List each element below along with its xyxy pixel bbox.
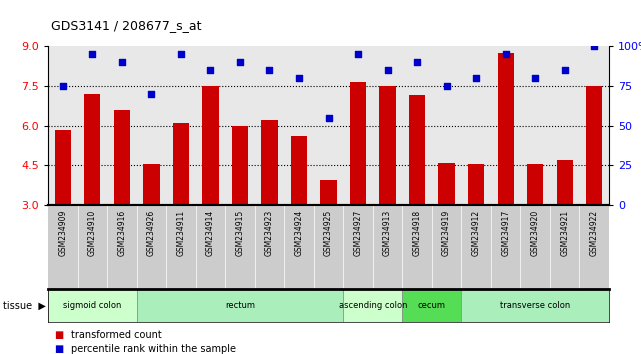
Point <box>471 75 481 81</box>
Bar <box>262 120 278 205</box>
Point <box>146 91 156 97</box>
Text: GSM234917: GSM234917 <box>501 210 510 256</box>
Bar <box>556 160 573 205</box>
Text: GSM234922: GSM234922 <box>590 210 599 256</box>
Point <box>117 59 127 65</box>
Text: GSM234911: GSM234911 <box>176 210 185 256</box>
Text: GSM234909: GSM234909 <box>58 210 67 256</box>
Text: GSM234914: GSM234914 <box>206 210 215 256</box>
Point <box>294 75 304 81</box>
Bar <box>586 86 603 205</box>
Bar <box>344 289 403 322</box>
Text: GSM234927: GSM234927 <box>354 210 363 256</box>
Point <box>87 51 97 57</box>
Text: rectum: rectum <box>225 301 255 310</box>
Bar <box>409 95 425 205</box>
Bar <box>497 53 513 205</box>
Point <box>353 51 363 57</box>
Text: GSM234920: GSM234920 <box>531 210 540 256</box>
Bar <box>379 86 395 205</box>
Text: GSM234919: GSM234919 <box>442 210 451 256</box>
Text: transverse colon: transverse colon <box>500 301 570 310</box>
Bar <box>527 164 544 205</box>
Text: GSM234923: GSM234923 <box>265 210 274 256</box>
Text: GSM234918: GSM234918 <box>413 210 422 256</box>
Point <box>58 83 68 88</box>
Bar <box>54 130 71 205</box>
Bar <box>173 123 189 205</box>
Point <box>205 67 215 73</box>
Text: GSM234925: GSM234925 <box>324 210 333 256</box>
Point <box>323 115 333 120</box>
Bar <box>144 164 160 205</box>
Point <box>442 83 452 88</box>
Text: percentile rank within the sample: percentile rank within the sample <box>71 344 235 354</box>
Point <box>560 67 570 73</box>
Bar <box>291 136 307 205</box>
Point <box>501 51 511 57</box>
Text: GSM234913: GSM234913 <box>383 210 392 256</box>
Text: GSM234924: GSM234924 <box>294 210 303 256</box>
Bar <box>403 289 462 322</box>
Text: GSM234912: GSM234912 <box>472 210 481 256</box>
Bar <box>232 126 248 205</box>
Point <box>383 67 393 73</box>
Bar <box>48 289 137 322</box>
Text: GSM234921: GSM234921 <box>560 210 569 256</box>
Text: ■: ■ <box>54 330 63 339</box>
Bar <box>468 164 484 205</box>
Bar <box>350 82 366 205</box>
Point <box>530 75 540 81</box>
Text: sigmoid colon: sigmoid colon <box>63 301 122 310</box>
Text: ■: ■ <box>54 344 63 354</box>
Text: GDS3141 / 208677_s_at: GDS3141 / 208677_s_at <box>51 19 202 32</box>
Text: GSM234926: GSM234926 <box>147 210 156 256</box>
Bar <box>462 289 609 322</box>
Bar <box>320 180 337 205</box>
Text: GSM234915: GSM234915 <box>235 210 244 256</box>
Bar <box>438 163 454 205</box>
Point <box>412 59 422 65</box>
Point <box>176 51 186 57</box>
Text: transformed count: transformed count <box>71 330 162 339</box>
Bar <box>84 94 101 205</box>
Bar <box>203 86 219 205</box>
Text: cecum: cecum <box>418 301 446 310</box>
Text: tissue  ▶: tissue ▶ <box>3 300 46 310</box>
Bar <box>113 110 130 205</box>
Text: GSM234916: GSM234916 <box>117 210 126 256</box>
Text: GSM234910: GSM234910 <box>88 210 97 256</box>
Point <box>235 59 245 65</box>
Text: ascending colon: ascending colon <box>338 301 407 310</box>
Point <box>264 67 274 73</box>
Point <box>589 43 599 49</box>
Bar <box>137 289 344 322</box>
